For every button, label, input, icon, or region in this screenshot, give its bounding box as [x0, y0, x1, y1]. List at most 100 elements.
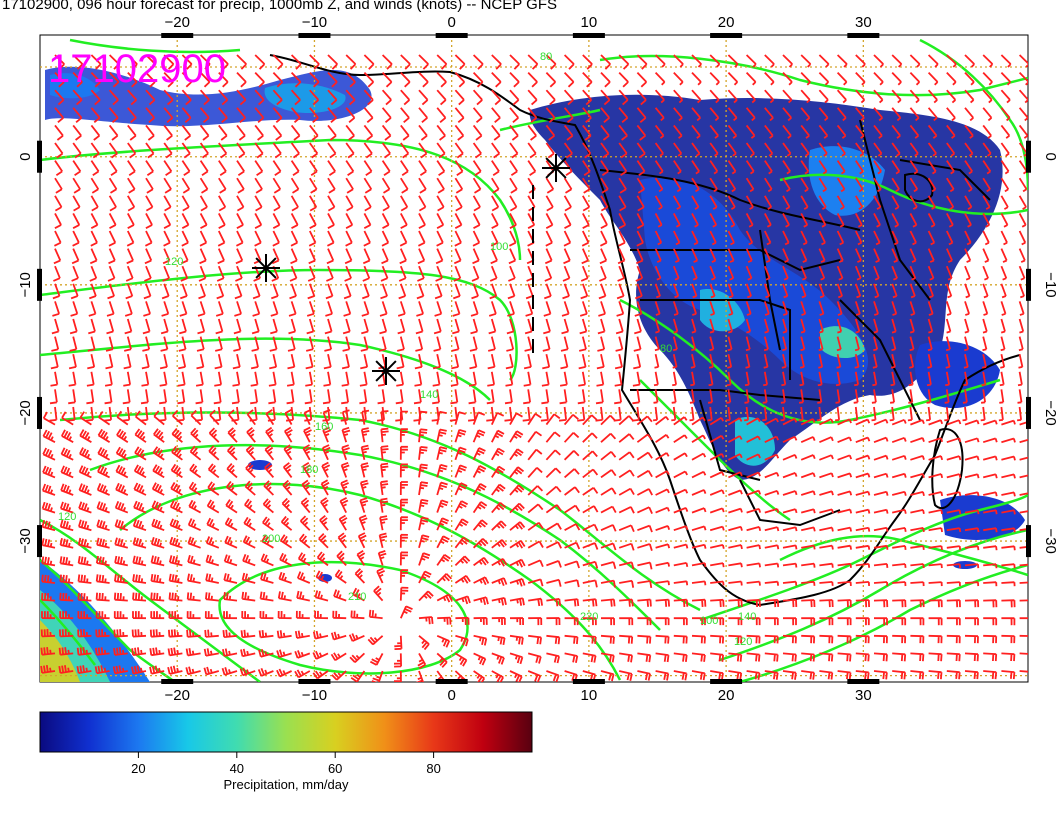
wind-barb [764, 124, 774, 139]
wind-barb [909, 142, 919, 157]
wind-barb [127, 71, 138, 88]
wind-barb [546, 634, 561, 645]
wind-barb [673, 580, 689, 586]
wind-barb [94, 665, 110, 675]
wind-barb [582, 107, 592, 123]
wind-barb [563, 142, 573, 159]
wind-barb [61, 429, 74, 443]
wind-barb [254, 54, 266, 70]
wind-barb [945, 336, 951, 352]
wind-barb [636, 107, 647, 123]
wind-barb [455, 616, 470, 625]
wind-barb [150, 592, 165, 602]
wind-barb [708, 371, 714, 387]
precip-area [915, 341, 1000, 409]
wind-barb [545, 177, 555, 194]
wind-barb [873, 454, 889, 461]
wind-barb [673, 212, 681, 228]
wind-barb [855, 599, 870, 608]
wind-barb [836, 54, 848, 68]
wind-barb [97, 465, 110, 479]
wind-barb [545, 142, 555, 159]
wind-barb [946, 491, 962, 497]
wind-barb [837, 490, 853, 496]
wind-barb [836, 248, 844, 263]
wind-barb [600, 230, 608, 247]
wind-barb [981, 371, 987, 387]
wind-barb [891, 265, 898, 281]
map-title: 17102900, 096 hour forecast for precip, … [2, 0, 557, 13]
wind-barb [982, 301, 989, 316]
wind-barb [509, 89, 520, 106]
wind-barb [890, 354, 896, 369]
wind-barb [655, 561, 670, 567]
wind-barb [107, 283, 115, 300]
wind-barb [381, 142, 391, 159]
wind-barb [837, 544, 852, 550]
wind-barb [1000, 160, 1010, 175]
wind-barb [106, 318, 115, 335]
wind-barb [964, 195, 973, 210]
wind-barb [528, 617, 543, 626]
wind-barb [781, 354, 787, 369]
wind-barb [380, 283, 388, 300]
wind-barb [168, 611, 183, 620]
wind-barb [205, 592, 219, 602]
wind-barb [227, 427, 238, 443]
wind-barb [891, 195, 900, 210]
x-tick-mark [847, 33, 880, 38]
wind-barb [801, 617, 816, 626]
wind-barb [434, 283, 443, 300]
contour-label: 80 [540, 51, 552, 63]
wind-barb [964, 670, 979, 680]
wind-barb [269, 336, 278, 352]
wind-barb [381, 107, 392, 123]
wind-barb [371, 670, 384, 682]
wind-barb [242, 535, 256, 549]
wind-barb [289, 283, 297, 300]
wind-barb [582, 634, 597, 644]
wind-barb [891, 248, 899, 263]
wind-barb [764, 71, 775, 86]
wind-barb [49, 406, 58, 422]
wind-barb [873, 472, 889, 479]
wind-barb [77, 629, 92, 638]
wind-barb [86, 389, 95, 405]
x-tick-mark [298, 679, 331, 684]
wind-barb [96, 537, 110, 549]
wind-barb [873, 212, 881, 228]
wind-barb [72, 54, 84, 70]
wind-barb [188, 499, 202, 514]
wind-barb [254, 71, 265, 88]
wind-barb [654, 89, 665, 104]
wind-barb [337, 532, 347, 549]
wind-barb [709, 195, 718, 210]
wind-barb [491, 142, 501, 159]
wind-barb [108, 107, 119, 123]
wind-barb [186, 629, 201, 638]
wind-barb [673, 634, 688, 644]
wind-barb [352, 587, 365, 602]
wind-barb [709, 71, 720, 86]
wind-barb [617, 265, 625, 282]
wind-barb [672, 371, 677, 387]
wind-barb [108, 230, 117, 247]
wind-barb [983, 545, 998, 551]
wind-barb [746, 453, 761, 461]
wind-barb [636, 195, 645, 212]
wind-barb [290, 195, 299, 212]
wind-barb [618, 54, 630, 70]
wind-barb [240, 648, 256, 658]
wind-barb [299, 515, 311, 531]
wind-barb [418, 195, 427, 212]
wind-barb [891, 107, 902, 122]
wind-barb [855, 418, 871, 426]
wind-barb [891, 301, 898, 316]
wind-barb [400, 124, 410, 141]
wind-barb [167, 647, 183, 657]
wind-barb [197, 301, 206, 317]
wind-barb [982, 437, 998, 444]
wind-barb [816, 406, 822, 422]
wind-barb [360, 336, 369, 352]
wind-barb [928, 473, 944, 479]
